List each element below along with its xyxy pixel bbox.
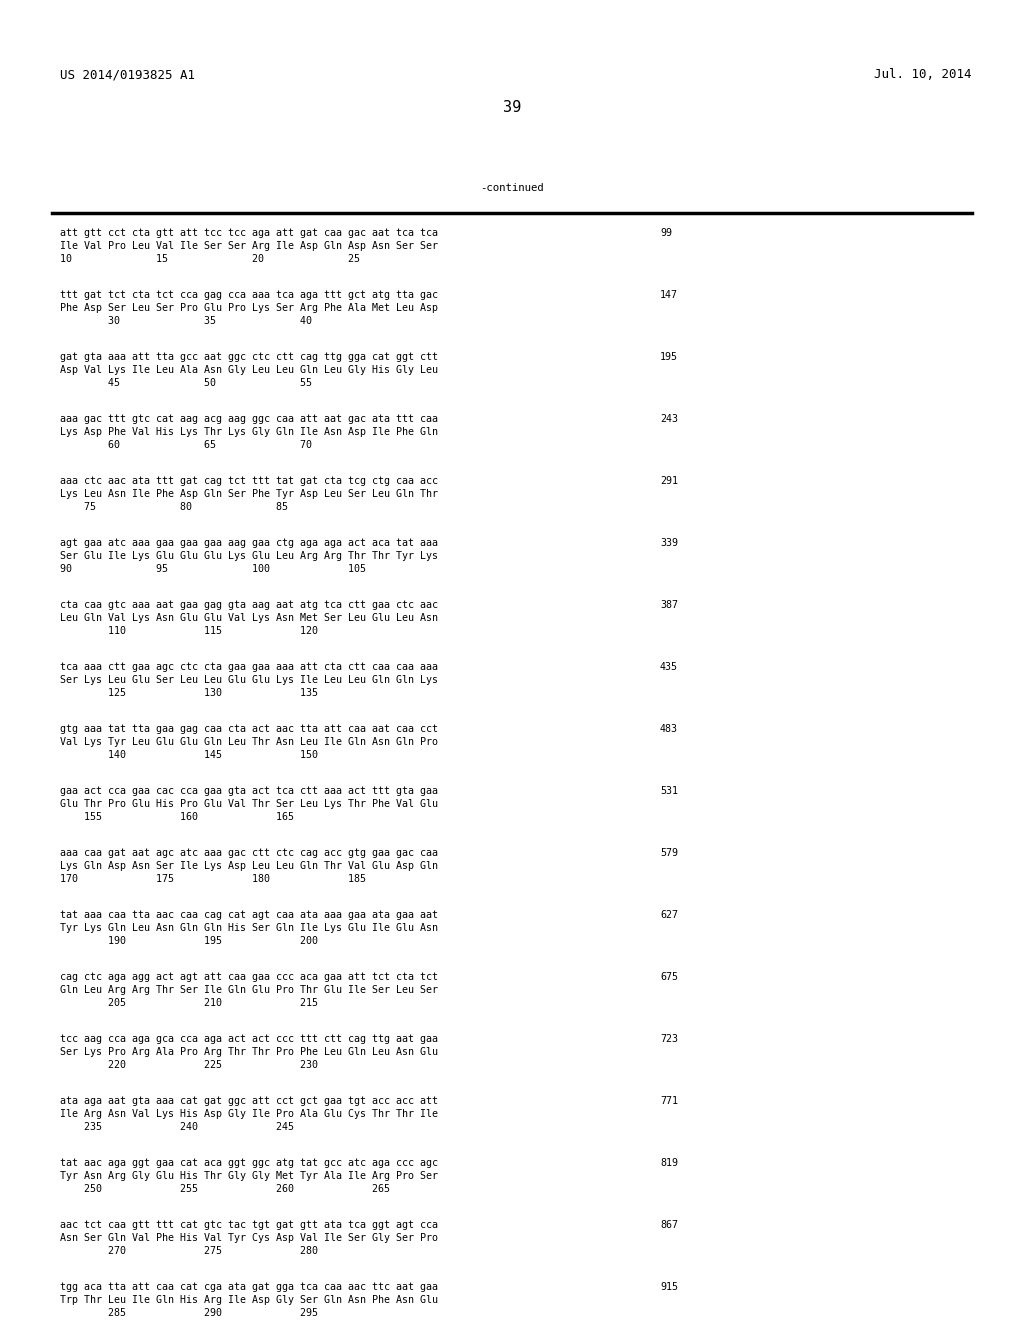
Text: tat aaa caa tta aac caa cag cat agt caa ata aaa gaa ata gaa aat: tat aaa caa tta aac caa cag cat agt caa … <box>60 909 438 920</box>
Text: agt gaa atc aaa gaa gaa gaa aag gaa ctg aga aga act aca tat aaa: agt gaa atc aaa gaa gaa gaa aag gaa ctg … <box>60 539 438 548</box>
Text: 75              80              85: 75 80 85 <box>60 502 288 512</box>
Text: 155             160             165: 155 160 165 <box>60 812 294 822</box>
Text: 90              95              100             105: 90 95 100 105 <box>60 564 366 574</box>
Text: gaa act cca gaa cac cca gaa gta act tca ctt aaa act ttt gta gaa: gaa act cca gaa cac cca gaa gta act tca … <box>60 785 438 796</box>
Text: 60              65              70: 60 65 70 <box>60 440 312 450</box>
Text: aaa caa gat aat agc atc aaa gac ctt ctc cag acc gtg gaa gac caa: aaa caa gat aat agc atc aaa gac ctt ctc … <box>60 847 438 858</box>
Text: ata aga aat gta aaa cat gat ggc att cct gct gaa tgt acc acc att: ata aga aat gta aaa cat gat ggc att cct … <box>60 1096 438 1106</box>
Text: aac tct caa gtt ttt cat gtc tac tgt gat gtt ata tca ggt agt cca: aac tct caa gtt ttt cat gtc tac tgt gat … <box>60 1220 438 1230</box>
Text: 291: 291 <box>660 477 678 486</box>
Text: 771: 771 <box>660 1096 678 1106</box>
Text: att gtt cct cta gtt att tcc tcc aga att gat caa gac aat tca tca: att gtt cct cta gtt att tcc tcc aga att … <box>60 228 438 238</box>
Text: 10              15              20              25: 10 15 20 25 <box>60 253 360 264</box>
Text: 125             130             135: 125 130 135 <box>60 688 318 698</box>
Text: Gln Leu Arg Arg Thr Ser Ile Gln Glu Pro Thr Glu Ile Ser Leu Ser: Gln Leu Arg Arg Thr Ser Ile Gln Glu Pro … <box>60 985 438 995</box>
Text: aaa gac ttt gtc cat aag acg aag ggc caa att aat gac ata ttt caa: aaa gac ttt gtc cat aag acg aag ggc caa … <box>60 414 438 424</box>
Text: 579: 579 <box>660 847 678 858</box>
Text: 339: 339 <box>660 539 678 548</box>
Text: cta caa gtc aaa aat gaa gag gta aag aat atg tca ctt gaa ctc aac: cta caa gtc aaa aat gaa gag gta aag aat … <box>60 601 438 610</box>
Text: Jul. 10, 2014: Jul. 10, 2014 <box>874 69 972 81</box>
Text: 170             175             180             185: 170 175 180 185 <box>60 874 366 884</box>
Text: 627: 627 <box>660 909 678 920</box>
Text: 140             145             150: 140 145 150 <box>60 750 318 760</box>
Text: cag ctc aga agg act agt att caa gaa ccc aca gaa att tct cta tct: cag ctc aga agg act agt att caa gaa ccc … <box>60 972 438 982</box>
Text: ttt gat tct cta tct cca gag cca aaa tca aga ttt gct atg tta gac: ttt gat tct cta tct cca gag cca aaa tca … <box>60 290 438 300</box>
Text: 915: 915 <box>660 1282 678 1292</box>
Text: -continued: -continued <box>480 183 544 193</box>
Text: Val Lys Tyr Leu Glu Glu Gln Leu Thr Asn Leu Ile Gln Asn Gln Pro: Val Lys Tyr Leu Glu Glu Gln Leu Thr Asn … <box>60 737 438 747</box>
Text: Asn Ser Gln Val Phe His Val Tyr Cys Asp Val Ile Ser Gly Ser Pro: Asn Ser Gln Val Phe His Val Tyr Cys Asp … <box>60 1233 438 1243</box>
Text: Asp Val Lys Ile Leu Ala Asn Gly Leu Leu Gln Leu Gly His Gly Leu: Asp Val Lys Ile Leu Ala Asn Gly Leu Leu … <box>60 366 438 375</box>
Text: 867: 867 <box>660 1220 678 1230</box>
Text: 819: 819 <box>660 1158 678 1168</box>
Text: 250             255             260             265: 250 255 260 265 <box>60 1184 390 1195</box>
Text: 147: 147 <box>660 290 678 300</box>
Text: Glu Thr Pro Glu His Pro Glu Val Thr Ser Leu Lys Thr Phe Val Glu: Glu Thr Pro Glu His Pro Glu Val Thr Ser … <box>60 799 438 809</box>
Text: 435: 435 <box>660 663 678 672</box>
Text: Lys Asp Phe Val His Lys Thr Lys Gly Gln Ile Asn Asp Ile Phe Gln: Lys Asp Phe Val His Lys Thr Lys Gly Gln … <box>60 426 438 437</box>
Text: Ser Lys Pro Arg Ala Pro Arg Thr Thr Pro Phe Leu Gln Leu Asn Glu: Ser Lys Pro Arg Ala Pro Arg Thr Thr Pro … <box>60 1047 438 1057</box>
Text: 483: 483 <box>660 723 678 734</box>
Text: 723: 723 <box>660 1034 678 1044</box>
Text: gtg aaa tat tta gaa gag caa cta act aac tta att caa aat caa cct: gtg aaa tat tta gaa gag caa cta act aac … <box>60 723 438 734</box>
Text: 235             240             245: 235 240 245 <box>60 1122 294 1133</box>
Text: Lys Leu Asn Ile Phe Asp Gln Ser Phe Tyr Asp Leu Ser Leu Gln Thr: Lys Leu Asn Ile Phe Asp Gln Ser Phe Tyr … <box>60 488 438 499</box>
Text: Tyr Asn Arg Gly Glu His Thr Gly Gly Met Tyr Ala Ile Arg Pro Ser: Tyr Asn Arg Gly Glu His Thr Gly Gly Met … <box>60 1171 438 1181</box>
Text: 220             225             230: 220 225 230 <box>60 1060 318 1071</box>
Text: Tyr Lys Gln Leu Asn Gln Gln His Ser Gln Ile Lys Glu Ile Glu Asn: Tyr Lys Gln Leu Asn Gln Gln His Ser Gln … <box>60 923 438 933</box>
Text: 205             210             215: 205 210 215 <box>60 998 318 1008</box>
Text: aaa ctc aac ata ttt gat cag tct ttt tat gat cta tcg ctg caa acc: aaa ctc aac ata ttt gat cag tct ttt tat … <box>60 477 438 486</box>
Text: tca aaa ctt gaa agc ctc cta gaa gaa aaa att cta ctt caa caa aaa: tca aaa ctt gaa agc ctc cta gaa gaa aaa … <box>60 663 438 672</box>
Text: 195: 195 <box>660 352 678 362</box>
Text: US 2014/0193825 A1: US 2014/0193825 A1 <box>60 69 195 81</box>
Text: 99: 99 <box>660 228 672 238</box>
Text: 675: 675 <box>660 972 678 982</box>
Text: 243: 243 <box>660 414 678 424</box>
Text: Ser Glu Ile Lys Glu Glu Glu Lys Glu Leu Arg Arg Thr Thr Tyr Lys: Ser Glu Ile Lys Glu Glu Glu Lys Glu Leu … <box>60 550 438 561</box>
Text: tgg aca tta att caa cat cga ata gat gga tca caa aac ttc aat gaa: tgg aca tta att caa cat cga ata gat gga … <box>60 1282 438 1292</box>
Text: gat gta aaa att tta gcc aat ggc ctc ctt cag ttg gga cat ggt ctt: gat gta aaa att tta gcc aat ggc ctc ctt … <box>60 352 438 362</box>
Text: 387: 387 <box>660 601 678 610</box>
Text: Ile Arg Asn Val Lys His Asp Gly Ile Pro Ala Glu Cys Thr Thr Ile: Ile Arg Asn Val Lys His Asp Gly Ile Pro … <box>60 1109 438 1119</box>
Text: 270             275             280: 270 275 280 <box>60 1246 318 1257</box>
Text: Phe Asp Ser Leu Ser Pro Glu Pro Lys Ser Arg Phe Ala Met Leu Asp: Phe Asp Ser Leu Ser Pro Glu Pro Lys Ser … <box>60 304 438 313</box>
Text: 45              50              55: 45 50 55 <box>60 378 312 388</box>
Text: Trp Thr Leu Ile Gln His Arg Ile Asp Gly Ser Gln Asn Phe Asn Glu: Trp Thr Leu Ile Gln His Arg Ile Asp Gly … <box>60 1295 438 1305</box>
Text: 285             290             295: 285 290 295 <box>60 1308 318 1317</box>
Text: 110             115             120: 110 115 120 <box>60 626 318 636</box>
Text: 531: 531 <box>660 785 678 796</box>
Text: 30              35              40: 30 35 40 <box>60 315 312 326</box>
Text: Ser Lys Leu Glu Ser Leu Leu Glu Glu Lys Ile Leu Leu Gln Gln Lys: Ser Lys Leu Glu Ser Leu Leu Glu Glu Lys … <box>60 675 438 685</box>
Text: tcc aag cca aga gca cca aga act act ccc ttt ctt cag ttg aat gaa: tcc aag cca aga gca cca aga act act ccc … <box>60 1034 438 1044</box>
Text: Ile Val Pro Leu Val Ile Ser Ser Arg Ile Asp Gln Asp Asn Ser Ser: Ile Val Pro Leu Val Ile Ser Ser Arg Ile … <box>60 242 438 251</box>
Text: 190             195             200: 190 195 200 <box>60 936 318 946</box>
Text: tat aac aga ggt gaa cat aca ggt ggc atg tat gcc atc aga ccc agc: tat aac aga ggt gaa cat aca ggt ggc atg … <box>60 1158 438 1168</box>
Text: Lys Gln Asp Asn Ser Ile Lys Asp Leu Leu Gln Thr Val Glu Asp Gln: Lys Gln Asp Asn Ser Ile Lys Asp Leu Leu … <box>60 861 438 871</box>
Text: 39: 39 <box>503 100 521 115</box>
Text: Leu Gln Val Lys Asn Glu Glu Val Lys Asn Met Ser Leu Glu Leu Asn: Leu Gln Val Lys Asn Glu Glu Val Lys Asn … <box>60 612 438 623</box>
